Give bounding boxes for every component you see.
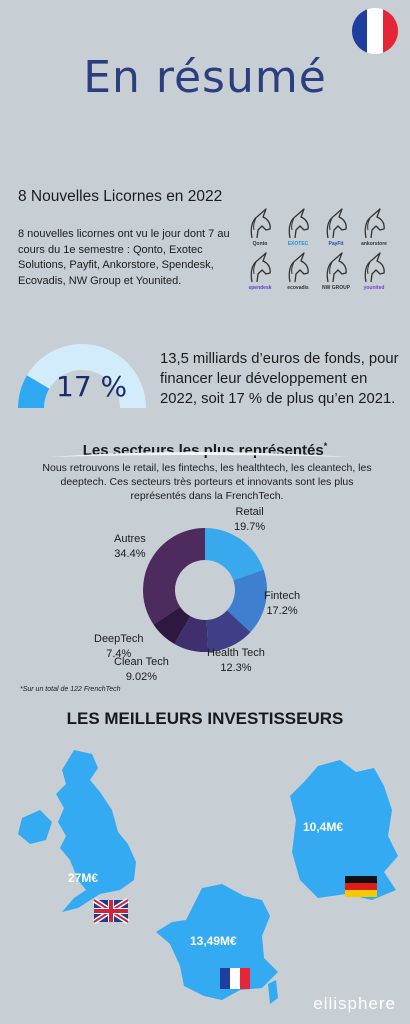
label-autres: Autres 34.4% — [114, 532, 146, 562]
unicorn-logo: Qonto — [242, 208, 278, 252]
label-retail: Retail 19.7% — [234, 505, 265, 535]
slice-health-tech — [206, 610, 251, 652]
unicorn-icon — [364, 208, 385, 239]
sectors-donut-chart — [143, 528, 268, 653]
unicorn-logo: ecovadis — [280, 252, 316, 296]
slice-retail — [205, 528, 264, 581]
unicorn-logos: Qonto EXOTEC PayFit ankorstore spendesk … — [242, 208, 392, 298]
uk-flag-icon — [92, 897, 130, 925]
logo-label: younited — [363, 285, 385, 291]
unicorn-logo: spendesk — [242, 252, 278, 296]
logo-label: ecovadis — [287, 285, 309, 291]
sectors-text: Nous retrouvons le retail, les fintechs,… — [42, 462, 372, 502]
slice-deeptech — [153, 606, 191, 644]
unicorn-icon — [250, 252, 271, 283]
label-healthtech-value: 12.3% — [220, 662, 252, 674]
logo-label: EXOTEC — [287, 241, 309, 247]
logo-label: PayFit — [328, 241, 344, 247]
unicorn-logo: NW GROUP — [318, 252, 354, 296]
france-amount: 13,49M€ — [190, 934, 237, 948]
label-fintech-name: Fintech — [264, 590, 301, 602]
label-autres-name: Autres — [114, 533, 146, 545]
investors-maps — [18, 750, 398, 1004]
uk-amount: 27M€ — [68, 871, 99, 885]
heading-underline-shape — [48, 452, 350, 457]
france-flag-small-icon — [220, 968, 250, 989]
label-autres-value: 34.4% — [114, 548, 146, 560]
unicorns-heading: 8 Nouvelles Licornes en 2022 — [18, 188, 223, 205]
page-title: En résumé — [83, 52, 327, 103]
label-deeptech-value: 7.4% — [106, 648, 132, 660]
unicorn-icon — [326, 208, 347, 239]
label-cleantech: Clean Tech 9.02% — [114, 655, 169, 685]
unicorn-logo: ankorstore — [356, 208, 392, 252]
funds-percent: 17 % — [56, 370, 128, 403]
unicorns-text: 8 nouvelles licornes ont vu le jour dont… — [18, 228, 230, 287]
funds-gauge — [18, 344, 146, 408]
funds-text: 13,5 milliards d’euros de fonds, pour fi… — [160, 351, 399, 407]
label-cleantech-value: 9.02% — [125, 671, 158, 683]
label-fintech: Fintech 17.2% — [264, 589, 300, 619]
label-deeptech-name: DeepTech — [94, 633, 144, 645]
label-healthtech-name: Health Tech — [207, 647, 265, 659]
logo-label: ankorstore — [361, 241, 387, 247]
label-deeptech: DeepTech 7.4% — [94, 632, 144, 662]
gauge-track — [18, 344, 146, 408]
brand-logo: ellisphere — [313, 994, 396, 1013]
logo-label: Qonto — [252, 241, 268, 247]
label-cleantech-name: Clean Tech — [114, 656, 169, 668]
uk-map — [18, 750, 136, 912]
germany-map — [290, 760, 398, 900]
logo-label: spendesk — [248, 285, 272, 291]
unicorn-icon — [326, 252, 347, 283]
unicorn-logo: younited — [356, 252, 392, 296]
unicorn-icon — [288, 208, 309, 239]
unicorn-icon — [288, 252, 309, 283]
slice-autres — [143, 528, 205, 625]
slice-fintech — [227, 569, 268, 633]
label-retail-value: 19.7% — [234, 521, 266, 533]
sectors-asterisk: * — [323, 441, 328, 451]
label-retail-name: Retail — [235, 506, 264, 518]
label-fintech-value: 17.2% — [266, 605, 298, 617]
france-flag-icon — [352, 8, 398, 54]
unicorn-logo: EXOTEC — [280, 208, 316, 252]
unicorn-icon — [250, 208, 271, 239]
germany-amount: 10,4M€ — [303, 820, 344, 834]
germany-flag-icon — [345, 876, 377, 897]
investors-heading: LES MEILLEURS INVESTISSEURS — [66, 709, 344, 728]
unicorn-logo: PayFit — [318, 208, 354, 252]
label-healthtech: Health Tech 12.3% — [207, 646, 265, 676]
gauge-fill — [18, 375, 50, 408]
logo-label: NW GROUP — [321, 285, 351, 291]
unicorn-icon — [364, 252, 385, 283]
sectors-footnote: *Sur un total de 122 FrenchTech — [20, 686, 121, 693]
slice-clean-tech — [174, 616, 209, 653]
